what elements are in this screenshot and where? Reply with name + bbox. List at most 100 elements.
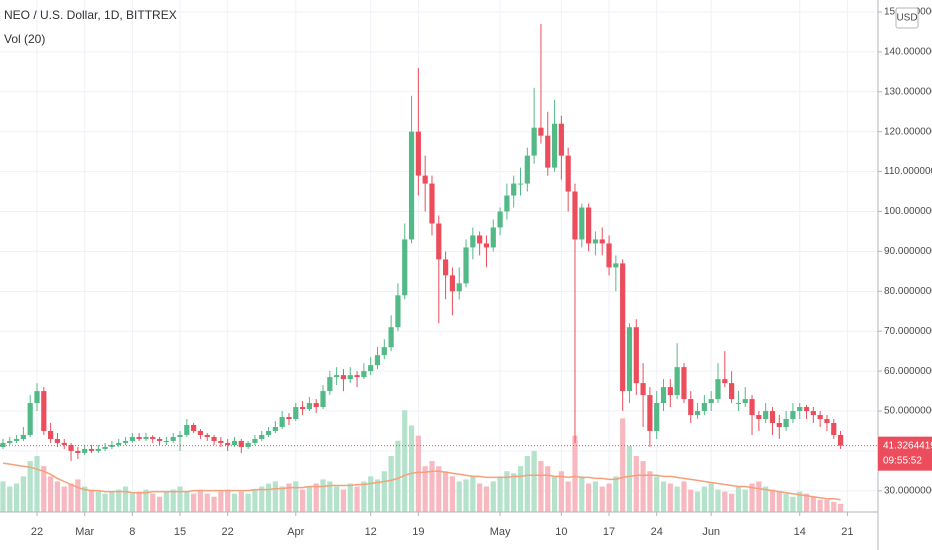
- candle-body: [265, 430, 272, 435]
- volume-bar: [204, 493, 210, 512]
- candle-body: [606, 243, 612, 268]
- candle-body: [252, 438, 258, 443]
- volume-bar: [395, 440, 401, 512]
- volume-bar: [374, 479, 381, 512]
- volume-bar: [27, 461, 33, 512]
- volume-bar: [354, 486, 360, 512]
- candle-body: [708, 399, 714, 404]
- candle-body: [259, 434, 265, 439]
- candle-body: [592, 239, 599, 244]
- candle-body: [163, 440, 169, 442]
- volume-bar: [443, 471, 449, 512]
- x-tick-label: May: [490, 526, 511, 538]
- candle-body: [41, 391, 47, 431]
- candle-body: [95, 448, 101, 451]
- volume-bar: [272, 481, 278, 512]
- candle-body: [504, 195, 510, 212]
- y-tick-label: 60.00000000: [884, 366, 932, 377]
- candle-body: [579, 207, 585, 240]
- volume-bar: [517, 466, 524, 512]
- candle-body: [729, 383, 735, 400]
- volume-bar: [95, 491, 101, 512]
- x-tick-label: 21: [841, 526, 853, 538]
- volume-bar: [613, 476, 619, 512]
- y-tick-label: 50.00000000: [884, 406, 932, 417]
- candle-body: [340, 375, 347, 380]
- candle-body: [735, 403, 742, 405]
- volume-bar: [41, 466, 47, 512]
- candle-body: [572, 191, 578, 240]
- candle-body: [156, 438, 163, 441]
- volume-bar: [20, 476, 26, 512]
- volume-bar: [429, 461, 435, 512]
- candle-body: [150, 436, 156, 439]
- volume-bar: [660, 481, 667, 512]
- volume-bar: [606, 483, 612, 512]
- volume-bar: [545, 466, 551, 512]
- candle-body: [443, 259, 449, 276]
- candle-body: [388, 327, 394, 348]
- candle-body: [299, 407, 306, 410]
- candle-body: [68, 444, 74, 451]
- candle-body: [511, 183, 517, 196]
- volume-bar: [116, 489, 122, 512]
- volume-bar: [824, 499, 830, 512]
- candle-body: [694, 411, 701, 416]
- candle-body: [34, 391, 40, 404]
- candle-body: [361, 371, 367, 378]
- volume-bar: [633, 456, 639, 512]
- volume-bar: [640, 461, 646, 512]
- currency-badge[interactable]: [895, 7, 919, 29]
- volume-bar: [129, 493, 135, 512]
- volume-bar: [531, 450, 537, 512]
- y-tick-label: 90.00000000: [884, 246, 932, 257]
- candle-body: [463, 247, 469, 284]
- volume-bar: [61, 486, 67, 512]
- candle-body: [218, 440, 224, 443]
- volume-bar: [729, 493, 735, 512]
- candle-body: [837, 434, 844, 446]
- candle-body: [647, 395, 653, 431]
- volume-bar: [817, 499, 823, 512]
- candle-body: [48, 430, 54, 439]
- volume-bar: [320, 479, 326, 512]
- y-tick-label: 130.00000000: [884, 86, 932, 97]
- candle-body: [129, 436, 135, 441]
- candle-body: [483, 243, 490, 248]
- volume-bar: [293, 481, 299, 512]
- volume-bar: [558, 471, 564, 512]
- candle-body: [54, 438, 61, 443]
- candle-body: [293, 407, 299, 420]
- volume-bar: [667, 483, 673, 512]
- volume-bar: [408, 425, 415, 512]
- candle-body: [27, 403, 33, 435]
- candle-body: [204, 434, 210, 437]
- grid: [0, 0, 878, 512]
- volume-bar: [647, 471, 653, 512]
- volume-bar: [340, 489, 347, 512]
- candle-body: [688, 399, 694, 416]
- x-tick-label: 14: [794, 526, 806, 538]
- candle-body: [790, 411, 796, 420]
- volume-bar: [238, 491, 244, 512]
- volume-bar: [381, 471, 387, 512]
- candle-body: [763, 411, 769, 420]
- volume-bar: [0, 481, 6, 512]
- volume-bar: [436, 466, 442, 512]
- volume-bar: [497, 476, 503, 512]
- x-tick-label: Mar: [75, 526, 94, 538]
- volume-bar: [334, 486, 340, 512]
- volume-bar: [13, 483, 20, 512]
- volume-bar: [88, 489, 95, 512]
- volume-bar: [722, 491, 728, 512]
- candle-body: [20, 434, 26, 439]
- candle-body: [143, 436, 149, 439]
- volume-bar: [109, 491, 115, 512]
- volume-bar: [715, 489, 721, 512]
- candle-body: [490, 227, 496, 248]
- volume-bar: [511, 473, 517, 512]
- candle-body: [722, 379, 728, 384]
- candle-body: [776, 423, 782, 427]
- candle-body: [477, 235, 483, 244]
- candle-body: [436, 223, 442, 260]
